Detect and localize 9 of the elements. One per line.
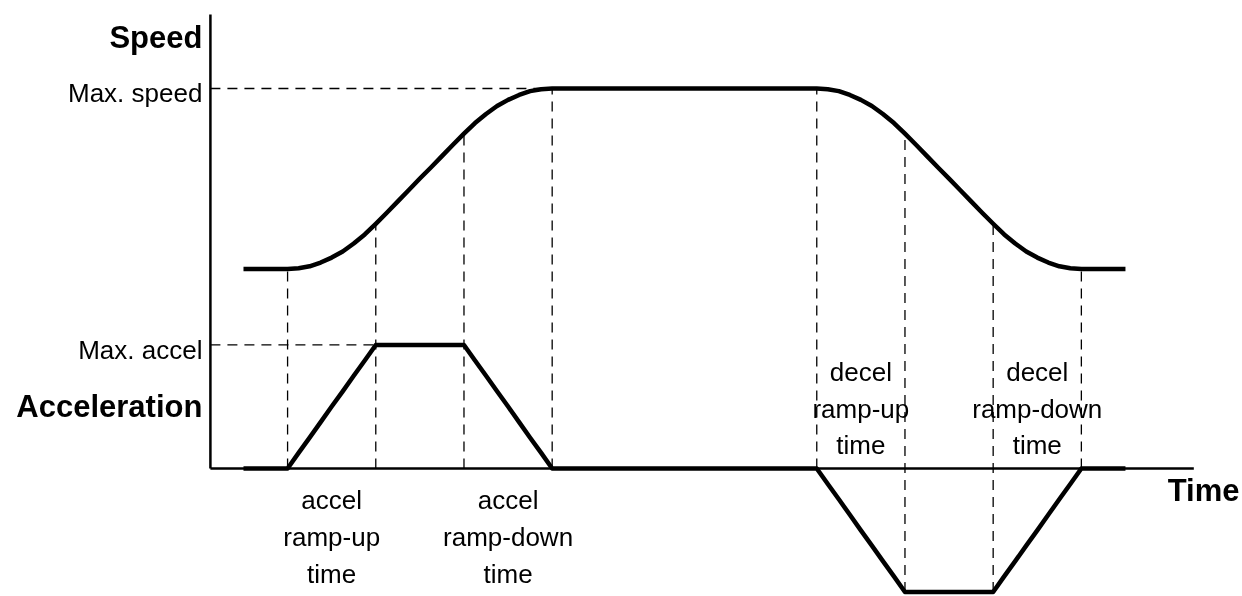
annotation: accel ramp-down time [443, 485, 574, 590]
annotation: decel ramp-up time [812, 356, 910, 461]
x-axis-title: Time [1167, 472, 1240, 508]
y-axis-title: Speed [109, 20, 203, 56]
annotation: decel ramp-down time [972, 356, 1103, 461]
ref-line-label: Max. speed [68, 78, 203, 109]
annotation: accel ramp-up time [283, 485, 381, 590]
ref-line-label: Max. accel [78, 334, 203, 365]
text: Acceleration [16, 389, 203, 425]
